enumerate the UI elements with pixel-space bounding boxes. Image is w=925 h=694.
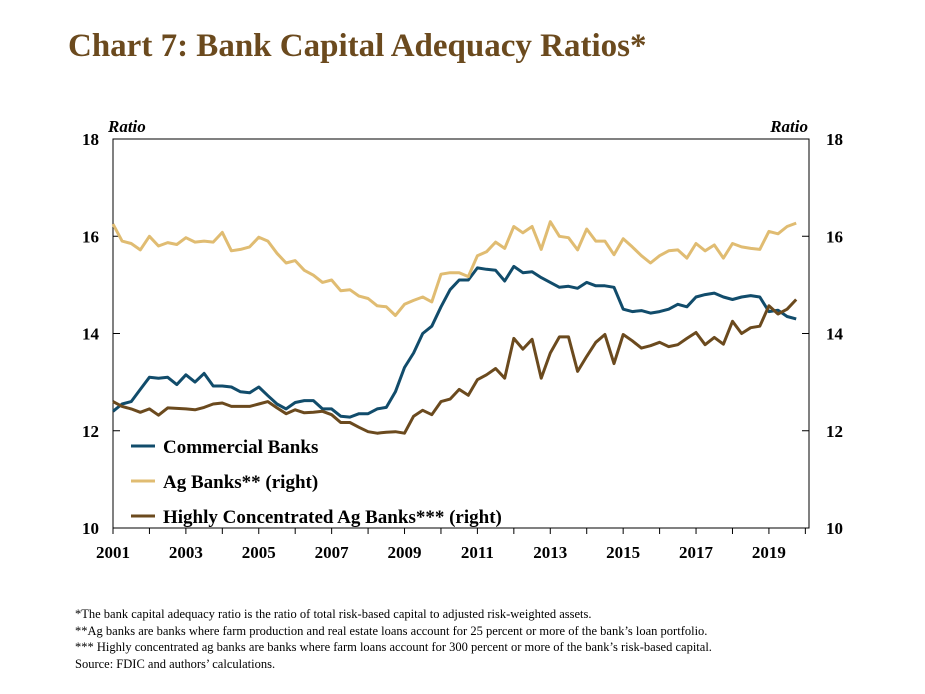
series-line-1 <box>111 220 797 317</box>
x-tick-label: 2009 <box>388 543 422 562</box>
footnote-ag-banks: **Ag banks are banks where farm producti… <box>75 623 708 638</box>
y-right-tick-label: 14 <box>826 325 844 344</box>
legend-label-0: Commercial Banks <box>163 437 318 458</box>
axis-ticks: 10 10 12 12 14 14 16 16 18 18 2001 2003 2005 2007 2009… <box>82 130 844 562</box>
y-left-tick-label: 16 <box>82 227 99 246</box>
series-line-2 <box>112 298 798 435</box>
y-right-tick-label: 18 <box>826 130 843 149</box>
footnote-concentrated-ag-banks: *** Highly concentrated ag banks are ban… <box>75 640 712 654</box>
y-right-tick-label: 10 <box>826 519 843 538</box>
legend-label-2: Highly Concentrated Ag Banks*** (right) <box>163 507 502 528</box>
x-tick-label: 2013 <box>533 543 567 562</box>
x-tick-label: 2011 <box>461 543 494 562</box>
footnote-source: Source: FDIC and authors’ calculations. <box>75 656 276 671</box>
y-left-tick-label: 18 <box>82 130 99 149</box>
plot-frame <box>112 138 810 529</box>
footnote-capital-ratio: *The bank capital adequacy ratio is the … <box>75 607 592 621</box>
x-tick-label: 2015 <box>606 543 640 562</box>
series-line-0 <box>112 264 797 419</box>
x-tick-label: 2003 <box>169 543 203 562</box>
y-left-tick-label: 10 <box>82 519 99 538</box>
chart-title: Chart 7: Bank Capital Adequacy Ratios* <box>68 28 647 64</box>
y-left-tick-label: 14 <box>82 325 100 344</box>
y-right-tick-label: 16 <box>826 227 843 246</box>
x-tick-label: 2001 <box>96 543 130 562</box>
line-chart: 10 10 12 12 14 14 16 16 18 18 2001 2003 2005 2007 2009… <box>82 117 844 562</box>
y-right-tick-label: 12 <box>826 422 843 441</box>
x-tick-label: 2007 <box>315 543 350 562</box>
x-tick-label: 2005 <box>242 543 276 562</box>
y-left-tick-label: 12 <box>82 422 99 441</box>
footnotes: *The bank capital adequacy ratio is the … <box>75 606 712 672</box>
legend-label-1: Ag Banks** (right) <box>163 472 318 493</box>
right-axis-unit-label: Ratio <box>769 117 808 136</box>
x-tick-label: 2017 <box>679 543 714 562</box>
x-tick-label: 2019 <box>752 543 786 562</box>
legend: Commercial Banks Ag Banks** (right) Highly… <box>131 437 502 528</box>
left-axis-unit-label: Ratio <box>107 117 146 136</box>
series-lines <box>111 220 798 435</box>
